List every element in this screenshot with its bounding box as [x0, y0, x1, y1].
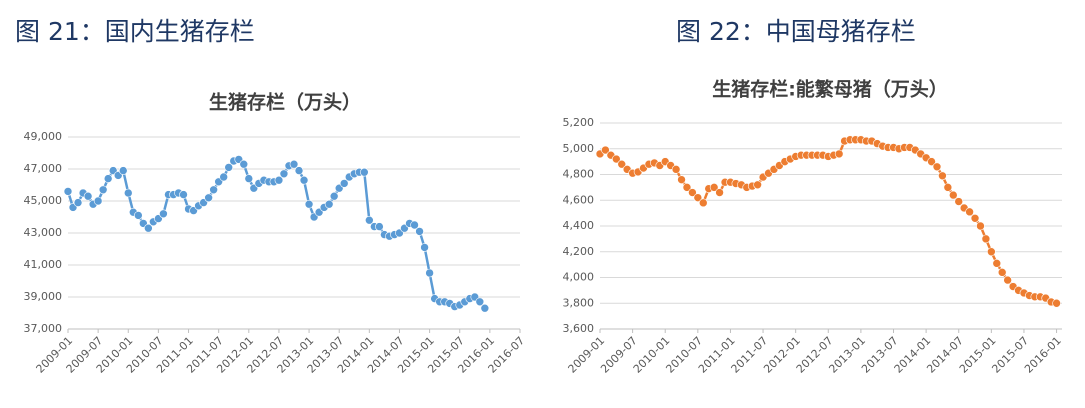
data-point	[375, 222, 384, 231]
data-point	[274, 175, 284, 185]
y-tick-label: 4,800	[563, 168, 595, 181]
data-point	[693, 193, 703, 202]
data-point	[144, 223, 153, 233]
data-point	[360, 167, 369, 177]
data-point	[475, 297, 485, 307]
data-point	[324, 199, 334, 209]
data-point	[688, 188, 697, 197]
data-point	[932, 162, 942, 172]
y-tick-label: 39,000	[24, 290, 63, 303]
data-point	[938, 171, 947, 181]
data-point	[601, 145, 610, 155]
y-tick-label: 37,000	[24, 322, 63, 335]
data-point	[981, 234, 991, 244]
data-point	[93, 196, 103, 206]
data-point	[709, 183, 719, 192]
data-point	[365, 215, 374, 225]
figure-caption: 图 22：中国母猪存栏	[676, 17, 916, 46]
data-point	[179, 190, 188, 199]
data-point	[970, 213, 980, 223]
data-point	[415, 227, 424, 236]
y-tick-label: 4,200	[563, 245, 595, 258]
data-point	[118, 166, 128, 175]
y-tick-label: 4,600	[563, 193, 595, 206]
data-point	[289, 159, 299, 169]
data-point	[410, 220, 419, 230]
y-tick-label: 49,000	[24, 130, 63, 143]
y-tick-label: 3,600	[563, 322, 595, 335]
data-point	[997, 268, 1007, 277]
data-point	[948, 190, 958, 200]
y-tick-label: 41,000	[24, 258, 63, 271]
data-point	[1052, 298, 1061, 308]
data-point	[339, 179, 349, 188]
data-point	[480, 303, 490, 313]
y-tick-label: 5,200	[563, 116, 595, 129]
data-point	[834, 149, 844, 159]
data-point	[123, 188, 133, 198]
y-tick-label: 4,400	[563, 219, 595, 232]
data-point	[244, 174, 254, 183]
data-point	[103, 174, 113, 183]
y-tick-label: 47,000	[24, 162, 63, 175]
data-point	[612, 154, 621, 164]
data-point	[209, 185, 218, 195]
data-point	[329, 191, 339, 201]
data-point	[425, 268, 434, 278]
data-point	[204, 193, 213, 203]
data-point	[698, 198, 708, 208]
data-point	[987, 247, 996, 257]
data-point	[677, 175, 686, 184]
chart-title: 生猪存栏（万头）	[209, 91, 361, 114]
data-point	[219, 172, 228, 182]
data-point	[1003, 275, 1012, 285]
data-point	[134, 211, 143, 220]
data-point	[294, 166, 304, 175]
data-point	[224, 163, 234, 172]
data-point	[98, 185, 108, 195]
data-point	[943, 183, 953, 192]
chart-title: 生猪存栏:能繁母猪（万头）	[712, 78, 948, 101]
data-point	[927, 157, 936, 166]
y-tick-label: 5,000	[563, 142, 595, 155]
data-point	[73, 198, 83, 207]
data-point	[671, 165, 681, 174]
y-tick-label: 45,000	[24, 194, 63, 207]
data-point	[420, 243, 429, 252]
data-point	[976, 221, 985, 231]
data-point	[63, 187, 73, 196]
data-point	[715, 188, 724, 197]
data-point	[682, 183, 692, 192]
data-point	[159, 209, 168, 219]
y-tick-label: 3,800	[563, 296, 595, 309]
data-point	[753, 180, 762, 190]
data-point	[299, 175, 309, 185]
data-point	[304, 199, 314, 209]
data-point	[83, 191, 93, 201]
figure-caption: 图 21：国内生猪存栏	[15, 17, 255, 46]
y-tick-label: 4,000	[563, 271, 595, 284]
data-point	[617, 159, 627, 169]
data-point	[965, 207, 974, 217]
data-point	[239, 159, 249, 169]
data-point	[954, 197, 964, 206]
data-point	[279, 169, 289, 179]
data-point	[992, 259, 1002, 268]
x-tick-label: 2016-01	[1022, 334, 1064, 376]
y-tick-label: 43,000	[24, 226, 63, 239]
